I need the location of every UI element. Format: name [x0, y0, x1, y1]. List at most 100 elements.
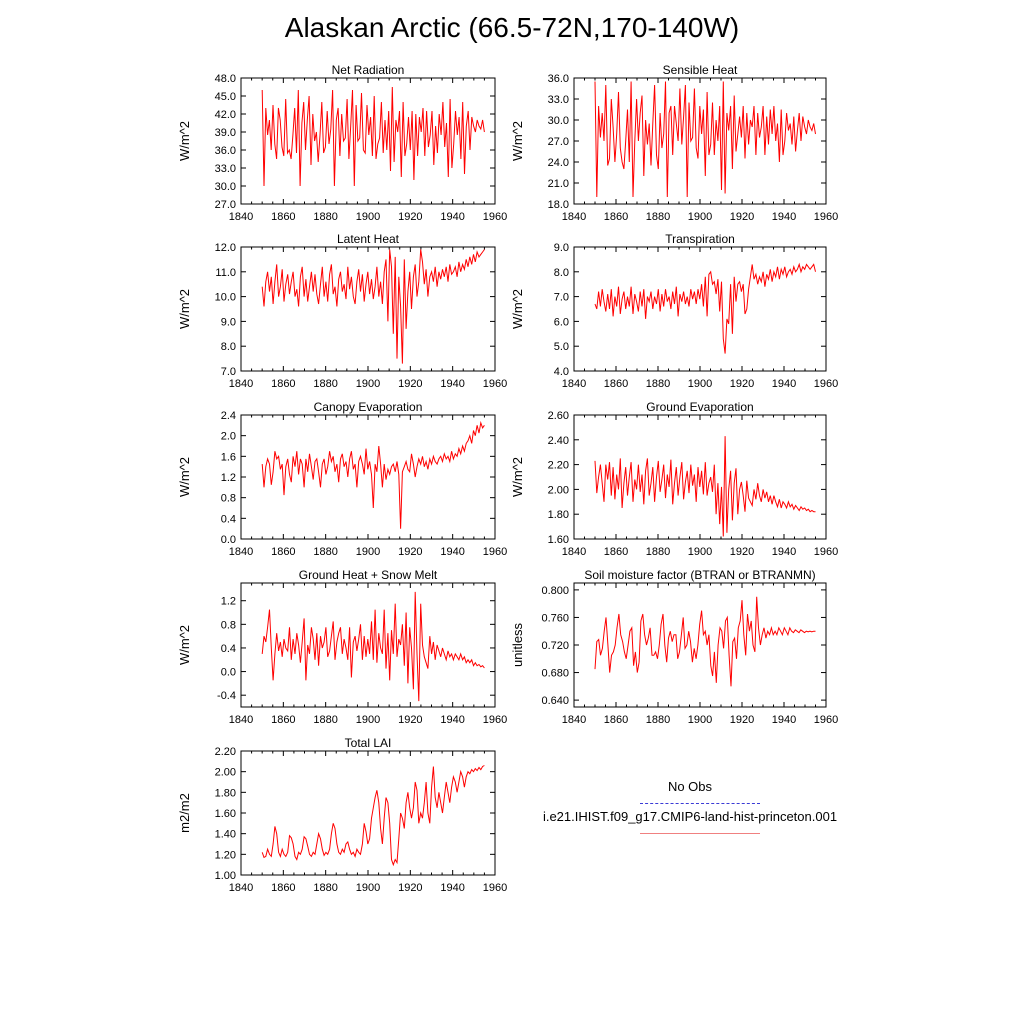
- y-tick-label: 9.0: [221, 316, 236, 328]
- x-tick-label: 1960: [814, 211, 838, 223]
- page-title: Alaskan Arctic (66.5-72N,170-140W): [284, 12, 740, 43]
- y-tick-label: 1.2: [221, 596, 236, 608]
- plot-frame: [240, 582, 496, 708]
- x-tick-label: 1860: [271, 378, 295, 390]
- y-tick-label: 42.0: [215, 109, 236, 121]
- panel-title: Latent Heat: [337, 232, 400, 246]
- x-tick-label: 1840: [229, 714, 253, 726]
- y-tick-label: 7.0: [554, 292, 569, 304]
- panel-ground-evaporation: Ground Evaporation W/m^2 1840 1860 1880 1900 1…: [510, 400, 838, 558]
- x-tick-label: 1900: [688, 546, 712, 558]
- y-tick-label: 0.8: [221, 619, 236, 631]
- panel-title: Sensible Heat: [663, 63, 738, 77]
- panel-canopy-evaporation: Canopy Evaporation W/m^2 1840 1860 1880 1900 1…: [177, 400, 507, 558]
- x-tick-label: 1860: [271, 882, 295, 894]
- y-tick-label: 2.0: [221, 431, 236, 443]
- plot-frame: [240, 414, 496, 540]
- y-axis-label: W/m^2: [510, 457, 525, 497]
- legend-item-model: i.e21.IHIST.f09_g17.CMIP6-land-hist-prin…: [520, 806, 860, 836]
- x-tick-label: 1900: [356, 211, 380, 223]
- y-axis-label: m2/m2: [177, 793, 192, 833]
- x-tick-label: 1960: [483, 882, 507, 894]
- series-line: [261, 765, 485, 867]
- panel-transpiration: Transpiration W/m^2 1840 1860 1880 1900 1920 19…: [510, 232, 838, 390]
- y-tick-label: 27.0: [548, 136, 569, 148]
- y-axis-label: W/m^2: [177, 121, 192, 161]
- y-tick-label: 18.0: [548, 199, 569, 211]
- x-tick-label: 1840: [229, 546, 253, 558]
- legend-label-obs: No Obs: [667, 779, 713, 794]
- series-line: [261, 249, 485, 364]
- x-tick-label: 1940: [772, 546, 796, 558]
- series-line: [594, 436, 816, 537]
- y-tick-label: 45.0: [215, 91, 236, 103]
- series-line: [594, 596, 816, 687]
- x-tick-label: 1880: [646, 378, 670, 390]
- x-tick-label: 1940: [772, 378, 796, 390]
- x-tick-label: 1940: [772, 714, 796, 726]
- panel-title: Transpiration: [665, 232, 735, 246]
- y-axis-label: W/m^2: [510, 121, 525, 161]
- y-tick-label: 1.80: [215, 787, 236, 799]
- plot-frame: [573, 77, 827, 205]
- y-tick-label: 0.800: [541, 585, 569, 597]
- y-tick-label: 6.0: [554, 316, 569, 328]
- panel-title: Ground Heat + Snow Melt: [299, 568, 438, 582]
- x-tick-label: 1920: [398, 714, 422, 726]
- x-tick-label: 1940: [440, 882, 464, 894]
- y-tick-label: 2.20: [215, 746, 236, 758]
- x-tick-label: 1880: [313, 882, 337, 894]
- x-tick-label: 1860: [271, 211, 295, 223]
- plot-frame: [573, 246, 827, 372]
- legend-swatch-obs: [640, 803, 760, 804]
- y-axis-label: W/m^2: [177, 289, 192, 329]
- y-tick-label: 12.0: [215, 242, 236, 254]
- panel-title: Soil moisture factor (BTRAN or BTRANMN): [584, 568, 815, 582]
- y-tick-label: 0.760: [541, 612, 569, 624]
- series-line: [261, 86, 485, 187]
- series-line: [261, 420, 485, 529]
- y-tick-label: 0.680: [541, 668, 569, 680]
- x-tick-label: 1900: [356, 714, 380, 726]
- y-tick-label: 1.60: [215, 808, 236, 820]
- y-axis-label: unitless: [510, 622, 525, 667]
- y-tick-label: 0.0: [221, 534, 236, 546]
- y-tick-label: 4.0: [554, 366, 569, 378]
- y-tick-label: 1.40: [215, 829, 236, 841]
- y-tick-label: 0.720: [541, 640, 569, 652]
- x-tick-label: 1960: [814, 546, 838, 558]
- x-tick-label: 1940: [772, 211, 796, 223]
- panel-title: Total LAI: [345, 736, 392, 750]
- x-tick-label: 1880: [313, 714, 337, 726]
- x-tick-label: 1840: [229, 211, 253, 223]
- y-tick-label: 2.40: [548, 435, 569, 447]
- series-line: [594, 81, 816, 198]
- plot-frame: [573, 414, 827, 540]
- y-tick-label: 33.0: [215, 163, 236, 175]
- y-tick-label: 30.0: [215, 181, 236, 193]
- x-tick-label: 1920: [398, 546, 422, 558]
- x-tick-label: 1840: [229, 378, 253, 390]
- y-tick-label: -0.4: [217, 690, 236, 702]
- x-tick-label: 1860: [271, 546, 295, 558]
- x-tick-label: 1900: [688, 714, 712, 726]
- y-tick-label: 0.0: [221, 667, 236, 679]
- y-tick-label: 0.4: [221, 513, 236, 525]
- y-tick-label: 8.0: [221, 341, 236, 353]
- x-tick-label: 1880: [313, 211, 337, 223]
- y-tick-label: 0.8: [221, 493, 236, 505]
- y-tick-label: 1.60: [548, 534, 569, 546]
- y-tick-label: 2.20: [548, 460, 569, 472]
- x-tick-label: 1900: [688, 378, 712, 390]
- y-tick-label: 2.60: [548, 410, 569, 422]
- x-tick-label: 1860: [604, 546, 628, 558]
- y-tick-label: 48.0: [215, 73, 236, 85]
- x-tick-label: 1960: [814, 378, 838, 390]
- panel-title: Canopy Evaporation: [314, 400, 423, 414]
- panel-total-lai: Total LAI m2/m2 1840 1860 1880 1900 1920 1940 19…: [177, 736, 507, 894]
- y-tick-label: 10.0: [215, 292, 236, 304]
- x-tick-label: 1840: [562, 714, 586, 726]
- y-axis-label: W/m^2: [510, 289, 525, 329]
- x-tick-label: 1880: [313, 546, 337, 558]
- y-tick-label: 33.0: [548, 94, 569, 106]
